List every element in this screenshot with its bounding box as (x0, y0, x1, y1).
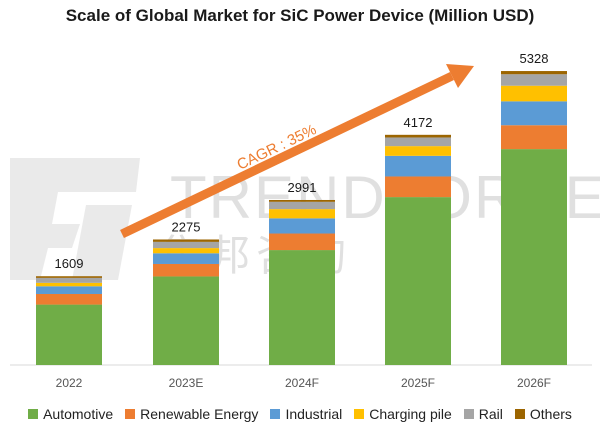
bar-segment-others-2022 (36, 276, 102, 278)
legend-label: Others (529, 406, 572, 422)
bar-segment-automotive-2025f (385, 197, 451, 365)
bar-segment-charging-pile-2025f (385, 146, 451, 156)
bar-segment-renewable-energy-2022 (36, 293, 102, 305)
legend-swatch (463, 409, 474, 419)
bar-segment-rail-2022 (36, 277, 102, 283)
bar-segment-rail-2026f (501, 74, 567, 86)
legend-item-automotive: Automotive (28, 406, 113, 422)
bar-segment-renewable-energy-2026f (501, 125, 567, 150)
bar-segment-automotive-2022 (36, 304, 102, 365)
bar-segment-renewable-energy-2025f (385, 176, 451, 198)
x-tick-label-2023e: 2023E (169, 376, 204, 390)
bar-segment-charging-pile-2022 (36, 282, 102, 287)
bar-segment-charging-pile-2024f (269, 209, 335, 219)
bar-segment-rail-2024f (269, 201, 335, 210)
legend-label: Industrial (285, 406, 343, 422)
total-label-2026f: 5328 (520, 51, 549, 66)
bar-segment-others-2023e (153, 239, 219, 242)
total-label-2024f: 2991 (288, 180, 317, 195)
legend-swatch (354, 409, 365, 419)
legend-swatch (514, 409, 525, 419)
legend-label: Charging pile (369, 406, 452, 422)
legend-label: Rail (478, 406, 503, 422)
bar-segment-automotive-2026f (501, 149, 567, 365)
bar-segment-industrial-2023e (153, 253, 219, 264)
legend-item-charging-pile: Charging pile (354, 406, 452, 422)
x-ticks-group: 2022 2023E 2024F 2025F 2026F (56, 376, 551, 390)
watermark-logo-shape (10, 158, 140, 280)
bar-segment-charging-pile-2023e (153, 248, 219, 254)
bar-segment-rail-2023e (153, 241, 219, 249)
legend-swatch (125, 409, 136, 419)
bar-segment-industrial-2026f (501, 101, 567, 126)
bar-segment-renewable-energy-2023e (153, 263, 219, 277)
bar-segment-others-2026f (501, 71, 567, 75)
total-label-2025f: 4172 (404, 115, 433, 130)
cagr-arrow-line (120, 71, 454, 239)
x-tick-label-2022: 2022 (56, 376, 83, 390)
total-label-2023e: 2275 (172, 219, 201, 234)
legend-label: Automotive (43, 406, 114, 422)
cagr-arrow-head (446, 64, 474, 88)
bar-segment-industrial-2022 (36, 286, 102, 294)
legend-item-others: Others (514, 406, 572, 422)
bar-segment-rail-2025f (385, 137, 451, 147)
x-tick-label-2025f: 2025F (401, 376, 435, 390)
total-label-2022: 1609 (55, 256, 84, 271)
legend-swatch (270, 409, 281, 419)
legend-label: Renewable Energy (140, 406, 259, 422)
bar-segment-automotive-2024f (269, 250, 335, 365)
bar-segment-industrial-2024f (269, 218, 335, 234)
legend-swatch (28, 409, 39, 419)
legend-item-renewable-energy: Renewable Energy (125, 406, 258, 422)
x-tick-label-2026f: 2026F (517, 376, 551, 390)
bar-segment-others-2025f (385, 134, 451, 138)
legend-item-industrial: Industrial (270, 406, 342, 422)
bar-segment-automotive-2023e (153, 276, 219, 365)
chart-title: Scale of Global Market for SiC Power Dev… (65, 6, 535, 25)
bar-segment-renewable-energy-2024f (269, 233, 335, 251)
watermark-logo-shape-2 (72, 205, 132, 280)
legend: Automotive Renewable Energy Industrial Char… (0, 403, 600, 425)
bar-segment-industrial-2025f (385, 155, 451, 177)
legend-item-rail: Rail (463, 406, 503, 422)
x-tick-label-2024f: 2024F (285, 376, 319, 390)
bars-group (36, 71, 567, 365)
bar-segment-charging-pile-2026f (501, 85, 567, 102)
total-labels-group: 1609 2275 2991 4172 5328 (55, 51, 549, 271)
bar-segment-others-2024f (269, 199, 335, 202)
